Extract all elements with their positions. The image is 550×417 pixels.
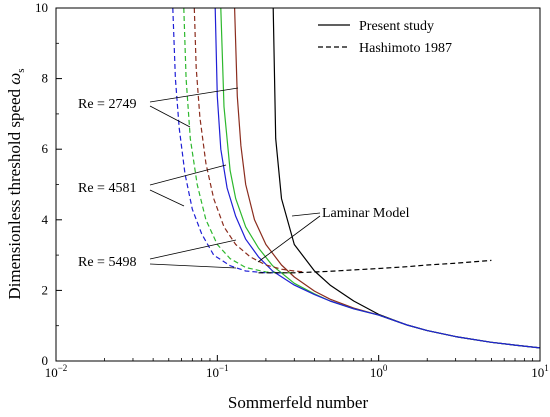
x-tick-label: 100 bbox=[370, 363, 388, 380]
series-line-solid-2 bbox=[220, 8, 540, 349]
arrow-re-4581-a bbox=[149, 164, 227, 186]
x-tick-label: 101 bbox=[531, 363, 549, 380]
annotation-re-2749: Re = 2749 bbox=[78, 97, 136, 112]
y-axis-title-main: Dimensionless threshold speed bbox=[5, 85, 24, 300]
annotation-laminar-model: Laminar Model bbox=[322, 206, 410, 221]
series-line-dashed-6 bbox=[172, 8, 282, 274]
series-line-solid-0 bbox=[272, 8, 540, 349]
y-axis-title-sub: s bbox=[15, 68, 27, 72]
y-tick-label: 4 bbox=[42, 212, 49, 227]
series-line-solid-3 bbox=[214, 8, 540, 349]
series-line-dashed-7 bbox=[258, 259, 492, 274]
tick-labels: 10−2 10−1 100 101 0 2 4 6 8 10 bbox=[35, 0, 549, 380]
arrow-laminar-a bbox=[291, 212, 321, 217]
series-layer bbox=[172, 8, 540, 349]
series-line-dashed-4 bbox=[193, 8, 306, 273]
arrow-re-5498-b bbox=[149, 263, 237, 269]
arrow-re-5498-a bbox=[149, 239, 237, 260]
legend: Present study Hashimoto 1987 bbox=[318, 19, 452, 56]
y-tick-label: 6 bbox=[42, 141, 49, 156]
x-tick-label: 10−2 bbox=[45, 363, 68, 380]
annotations: Re = 2749 Re = 4581 Re = 5498 Laminar Mo… bbox=[78, 87, 410, 270]
y-tick-label: 10 bbox=[35, 0, 48, 15]
x-axis-title: Sommerfeld number bbox=[228, 393, 369, 412]
arrow-laminar-b bbox=[257, 215, 321, 263]
plot-frame bbox=[55, 7, 541, 362]
annotation-re-4581: Re = 4581 bbox=[78, 181, 136, 196]
annotation-re-5498: Re = 5498 bbox=[78, 255, 136, 270]
x-tick-label: 10−1 bbox=[206, 363, 229, 380]
arrow-re-2749-a bbox=[149, 87, 239, 103]
legend-label-hashimoto: Hashimoto 1987 bbox=[359, 41, 452, 56]
series-line-dashed-5 bbox=[183, 8, 295, 274]
arrow-re-2749-b bbox=[149, 105, 191, 128]
y-axis-title-symbol: ω bbox=[5, 73, 24, 85]
y-axis-title: Dimensionless threshold speed ωs bbox=[5, 68, 27, 299]
y-tick-label: 0 bbox=[42, 353, 49, 368]
y-tick-label: 8 bbox=[42, 71, 49, 86]
y-tick-label: 2 bbox=[42, 282, 49, 297]
arrow-re-4581-b bbox=[149, 189, 185, 207]
series-line-solid-1 bbox=[234, 8, 540, 349]
legend-label-present-study: Present study bbox=[359, 19, 434, 34]
